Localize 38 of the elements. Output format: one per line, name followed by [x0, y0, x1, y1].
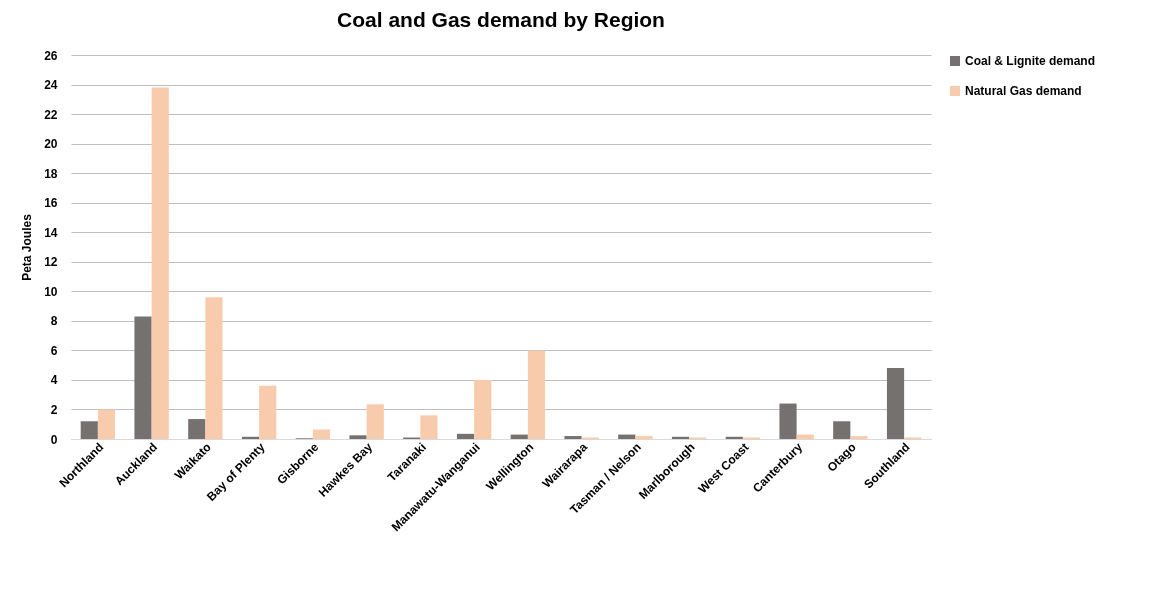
legend-label: Natural Gas demand — [965, 84, 1082, 98]
y-tick-label: 12 — [44, 255, 58, 270]
y-tick-label: 16 — [44, 196, 58, 211]
bar — [97, 409, 116, 439]
y-tick-label: 22 — [44, 107, 58, 122]
y-tick-label: 18 — [44, 166, 58, 181]
bar — [527, 350, 546, 439]
bar — [366, 404, 384, 439]
y-tick-label: 4 — [50, 373, 58, 388]
bar — [205, 297, 223, 439]
y-tick-label: 20 — [44, 137, 58, 152]
bar — [474, 379, 492, 439]
bar — [833, 421, 851, 439]
bar — [151, 87, 169, 439]
bar — [80, 421, 98, 439]
bar — [259, 385, 277, 439]
bar — [456, 433, 475, 439]
y-tick-label: 26 — [44, 48, 58, 63]
bar — [564, 436, 582, 439]
bar — [779, 403, 797, 439]
bar — [188, 419, 206, 439]
y-tick-label: 24 — [44, 78, 58, 93]
y-tick-label: 0 — [50, 432, 58, 447]
bar — [886, 368, 905, 439]
y-tick-label: 2 — [50, 402, 58, 417]
y-tick-label: 14 — [44, 225, 58, 240]
y-tick-label: 10 — [44, 284, 58, 299]
legend-label: Coal & Lignite demand — [965, 54, 1096, 68]
bar — [420, 415, 438, 439]
y-tick-label: 6 — [50, 343, 58, 358]
chart-title: Coal and Gas demand by Region — [337, 8, 665, 31]
y-axis-title: Peta Joules — [20, 213, 35, 281]
bar — [850, 436, 868, 439]
bar — [635, 436, 653, 439]
bar — [134, 316, 152, 439]
y-tick-label: 8 — [50, 314, 58, 329]
bar — [312, 429, 331, 439]
bar — [349, 435, 367, 439]
